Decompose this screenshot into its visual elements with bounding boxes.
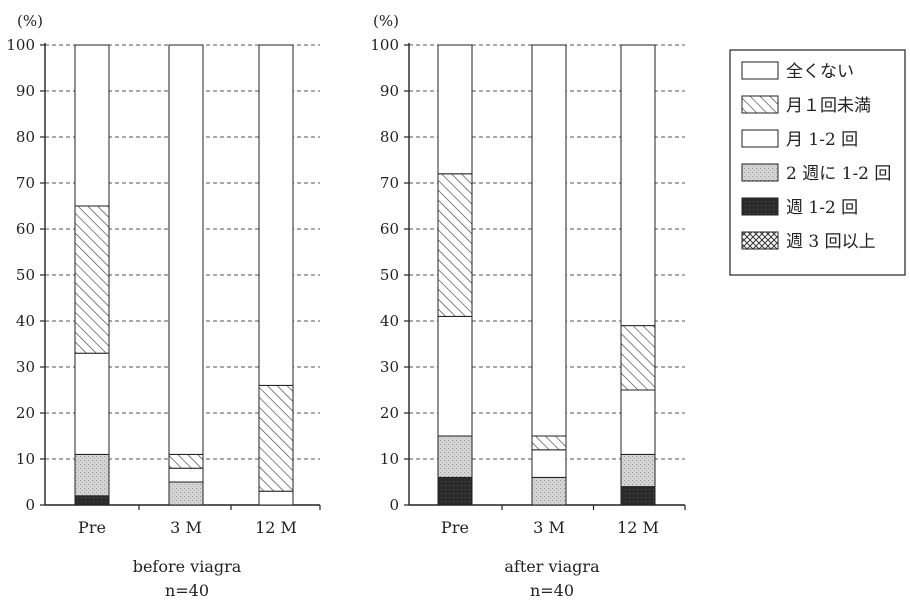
legend-label: 月 1-2 回 [786,130,858,150]
bar-segment [437,435,473,478]
x-tick-label: 12 M [617,518,659,537]
unit-label: (%) [373,12,399,30]
legend-swatch [741,197,779,216]
y-tick-label: 50 [16,266,35,284]
y-tick-labels: 0 10 20 30 40 50 60 70 80 90 100 [370,36,399,514]
legend-swatch [741,129,779,148]
bar-segment [74,495,110,506]
caption-n: n=40 [165,581,209,600]
bar-segment [74,44,110,207]
bar-segment [531,435,567,451]
bar-segment [74,352,110,455]
legend-label: 週 1-2 回 [786,198,858,218]
y-tick-label: 30 [16,358,35,376]
y-tick-label: 70 [380,174,399,192]
y-tick-label: 80 [380,128,399,146]
x-tick-labels: Pre 3 M 12 M [78,518,297,537]
bar-segment [258,384,294,492]
bar-segment [620,44,656,327]
legend-swatch [741,95,779,114]
bar-segment [620,389,656,455]
caption-title: after viagra [504,557,600,576]
legend-label: 2 週に 1-2 回 [786,164,891,184]
bar-segment [620,453,656,488]
bars [74,44,294,506]
chart-panel-before: (%) 0 10 20 30 40 50 60 70 80 90 100 Pre 3 M 12 M be… [6,12,321,600]
y-tick-label: 0 [389,496,399,514]
y-tick-label: 100 [370,36,399,54]
x-tick-label: 3 M [533,518,565,537]
bar-segment [74,205,110,354]
legend-label: 月１回未満 [786,96,871,116]
bar-segment [437,44,473,175]
y-tick-label: 30 [380,358,399,376]
bar-segment [531,44,567,437]
legend-swatch [741,61,779,80]
y-tick-label: 10 [380,450,399,468]
x-tick-label: Pre [441,518,469,537]
y-tick-label: 40 [16,312,35,330]
bar-segment [437,173,473,317]
x-tick-label: Pre [78,518,106,537]
bars [437,44,656,506]
bar-segment [531,449,567,478]
unit-label: (%) [17,12,43,30]
y-tick-label: 90 [380,82,399,100]
y-tick-label: 20 [380,404,399,422]
bar-segment [531,476,567,506]
bar-segment [258,44,294,386]
x-tick-label: 12 M [255,518,297,537]
y-tick-label: 20 [16,404,35,422]
bar-segment [168,44,204,455]
bar-segment [74,453,110,497]
y-tick-label: 60 [380,220,399,238]
y-tick-label: 80 [16,128,35,146]
legend-label: 全くない [786,62,854,82]
y-tick-label: 10 [16,450,35,468]
y-tick-label: 0 [25,496,35,514]
caption-title: before viagra [133,557,242,576]
y-tick-label: 70 [16,174,35,192]
y-tick-label: 50 [380,266,399,284]
bar-segment [620,325,656,391]
y-tick-label: 60 [16,220,35,238]
legend-label: 週 3 回以上 [786,232,876,252]
y-tick-label: 90 [16,82,35,100]
caption-n: n=40 [530,581,574,600]
legend-swatch [741,231,779,250]
bar-segment [168,453,204,469]
y-tick-label: 100 [6,36,35,54]
x-tick-labels: Pre 3 M 12 M [441,518,659,537]
bar-segment [620,486,656,506]
legend-swatch [741,163,779,182]
bar-segment [437,476,473,506]
y-tick-labels: 0 10 20 30 40 50 60 70 80 90 100 [6,36,35,514]
bar-segment [168,467,204,483]
bar-segment [437,315,473,437]
bar-segment [258,490,294,506]
y-tick-label: 40 [380,312,399,330]
bar-segment [168,481,204,506]
chart-panel-after: (%) 0 10 20 30 40 50 60 70 80 90 100 Pre 3 M 12 M af… [370,12,686,600]
x-tick-label: 3 M [170,518,202,537]
